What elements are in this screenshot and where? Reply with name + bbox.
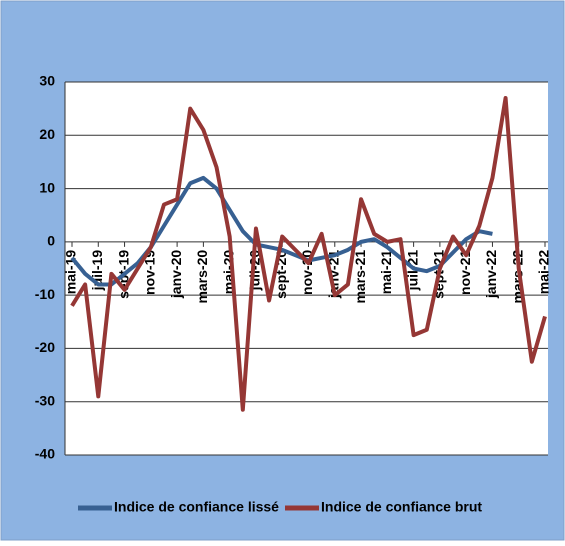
plot-area: [65, 82, 548, 455]
x-tick-label: janv-22: [483, 250, 499, 299]
legend-label: Indice de confiance lissé: [114, 499, 279, 515]
y-tick-label: 10: [39, 179, 55, 195]
x-tick-label: juil-21: [404, 250, 420, 292]
x-tick-label: mai-21: [378, 250, 394, 295]
series-line: [70, 95, 547, 412]
x-tick-label: nov-19: [142, 250, 158, 295]
legend-label: Indice de confiance brut: [321, 499, 482, 515]
x-tick-label: mars-21: [352, 250, 368, 304]
x-tick-label: mai-19: [63, 250, 79, 295]
y-tick-label: -20: [35, 339, 55, 355]
y-tick-label: -30: [35, 392, 55, 408]
y-tick-label: 20: [39, 126, 55, 142]
y-tick-label: -10: [35, 286, 55, 302]
y-tick-label: -40: [35, 446, 55, 462]
x-tick-label: mars-20: [194, 250, 210, 304]
y-tick-label: 30: [39, 73, 55, 89]
x-tick-label: nov-21: [457, 250, 473, 295]
y-tick-label: 0: [47, 233, 55, 249]
x-tick-label: janv-20: [168, 250, 184, 299]
x-tick-label: mai-22: [536, 250, 552, 295]
